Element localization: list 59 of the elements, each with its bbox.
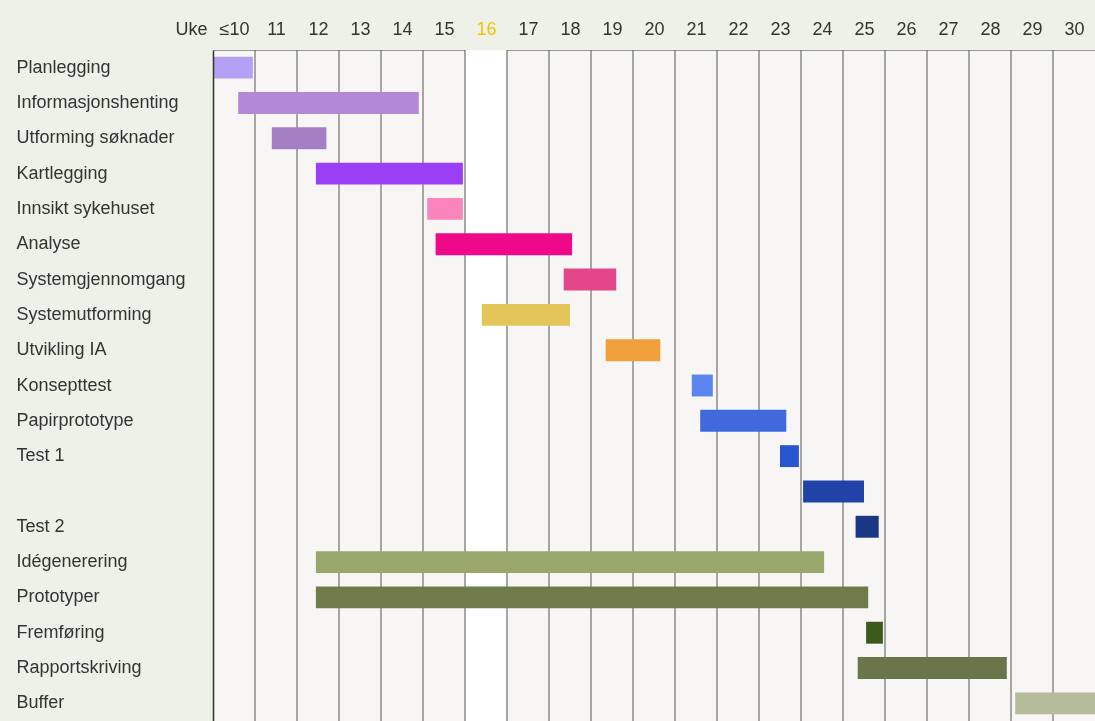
bar xyxy=(605,339,661,362)
bar xyxy=(1015,692,1095,715)
y-tick-label: Test 2 xyxy=(16,515,65,536)
y-tick-label: Systemgjennomgang xyxy=(16,268,186,289)
x-tick-label: 28 xyxy=(980,18,1001,39)
bar xyxy=(271,127,327,150)
bar xyxy=(315,162,463,185)
x-tick-label: 19 xyxy=(602,18,623,39)
x-tick-label: 23 xyxy=(770,18,791,39)
y-tick-label: Utvikling IA xyxy=(16,339,107,360)
x-tick-label: 15 xyxy=(434,18,455,39)
y-tick-label: Analyse xyxy=(16,233,81,254)
x-tick-label: 13 xyxy=(350,18,371,39)
y-tick-label: Prototyper xyxy=(16,586,100,607)
x-tick-label: 24 xyxy=(812,18,833,39)
x-tick-label: 26 xyxy=(896,18,917,39)
x-tick-label: 16 xyxy=(476,18,497,39)
bar xyxy=(435,233,573,256)
bar xyxy=(427,197,463,220)
bar xyxy=(691,374,713,397)
y-tick-label: Kartlegging xyxy=(16,162,108,183)
x-tick-label: 11 xyxy=(267,18,286,39)
x-tick-label: 27 xyxy=(938,18,959,39)
y-tick-label: Fremføring xyxy=(16,621,105,642)
bar xyxy=(866,621,883,644)
x-tick-label: 21 xyxy=(686,18,707,39)
bar xyxy=(315,551,825,574)
x-tick-label: 25 xyxy=(854,18,875,39)
x-tick-label: 30 xyxy=(1064,18,1085,39)
y-tick-label: Informasjonshenting xyxy=(16,91,179,112)
x-tick-label: 22 xyxy=(728,18,749,39)
bar xyxy=(855,515,879,538)
y-tick-label: Idégenerering xyxy=(16,551,128,572)
y-tick-label: Konsepttest xyxy=(16,374,112,395)
y-tick-label: Rapportskriving xyxy=(16,657,142,678)
bar xyxy=(780,445,799,468)
bar xyxy=(803,480,864,503)
x-tick-label: 17 xyxy=(518,18,539,39)
y-tick-label: Buffer xyxy=(16,692,65,713)
bar xyxy=(563,268,617,291)
x-tick-label: 14 xyxy=(392,18,413,39)
y-tick-label: Utforming søknader xyxy=(16,127,175,148)
y-tick-label: Systemutforming xyxy=(16,303,152,324)
bar xyxy=(238,92,419,114)
x-tick-label: 12 xyxy=(308,18,329,39)
x-axis-title: Uke xyxy=(175,18,208,39)
bar xyxy=(857,657,1007,679)
bar xyxy=(700,409,787,432)
bar xyxy=(315,586,869,609)
bar xyxy=(213,56,253,79)
y-tick-label: Innsikt sykehuset xyxy=(16,197,155,218)
x-tick-label: ≤10 xyxy=(219,18,250,39)
x-tick-label: 20 xyxy=(644,18,665,39)
x-tick-label: 29 xyxy=(1022,18,1043,39)
y-tick-label: Planlegging xyxy=(16,56,111,77)
bar xyxy=(481,303,570,326)
y-tick-label: Test 1 xyxy=(16,445,65,466)
x-tick-label: 18 xyxy=(560,18,581,39)
y-tick-label: Papirprototype xyxy=(16,409,134,430)
